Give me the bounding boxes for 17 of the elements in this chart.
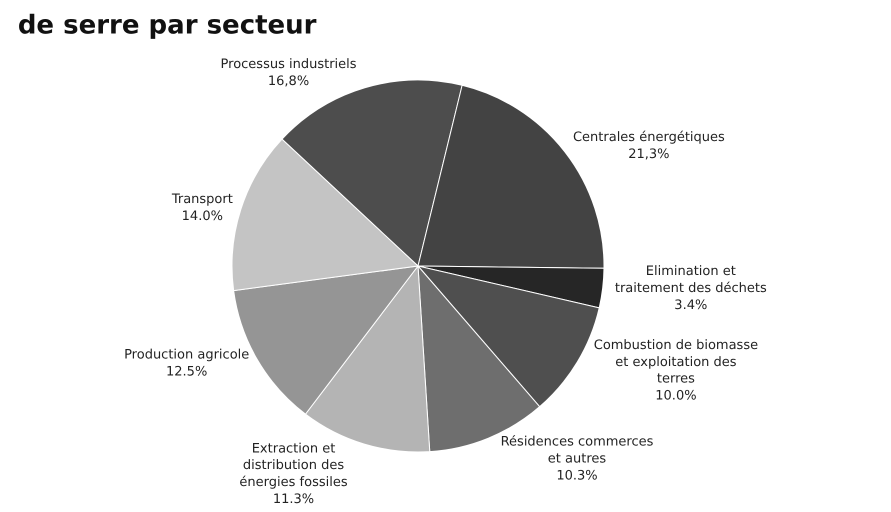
data-label: 21,3% — [628, 147, 670, 162]
data-label: 3.4% — [674, 298, 708, 313]
slice-label: Combustion de biomasse et exploitation des terres — [594, 338, 758, 387]
slice-label: Transport — [170, 192, 233, 208]
slice-label: Elimination et traitement des déchets — [614, 264, 768, 296]
data-label: 11.3% — [272, 492, 314, 508]
slice-label: Résidences commerces et autres — [500, 434, 654, 467]
slice-label: Processus industriels — [220, 57, 357, 72]
data-label: 10.3% — [556, 468, 598, 484]
chart-title: de serre par secteur — [18, 10, 317, 41]
slice-label: Extraction et distribution des énergies fossiles — [239, 441, 348, 490]
data-label: 14.0% — [182, 208, 223, 224]
slice-label: Centrales énergétiques — [572, 130, 726, 146]
data-label: 10.0% — [655, 388, 697, 404]
slice-label: Production agricole — [124, 348, 250, 363]
data-label: 12.5% — [166, 364, 208, 380]
data-label: 16,8% — [268, 74, 310, 90]
